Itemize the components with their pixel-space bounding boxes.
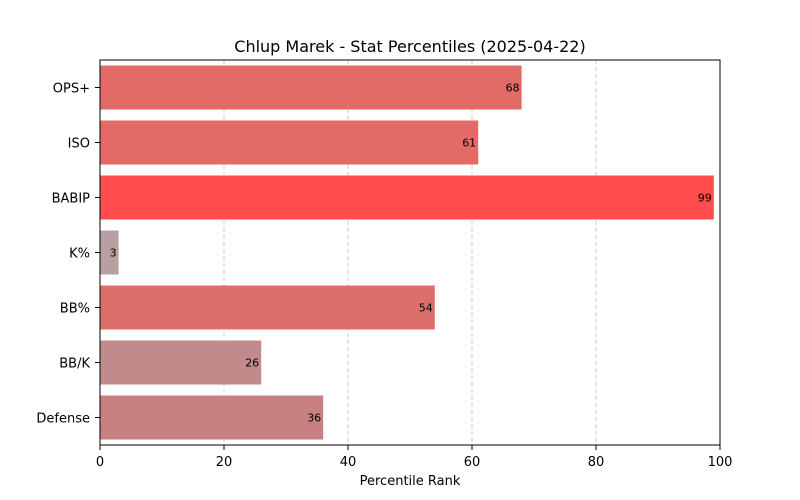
grid-lines [223,60,597,445]
x-tick-label: 80 [588,455,605,470]
bar-value-label: 61 [462,137,476,150]
bar [100,230,119,275]
x-tick-label: 100 [708,455,733,470]
y-tick-label: Defense [36,412,90,427]
bar-value-label: 99 [698,192,712,205]
bar-value-label: 36 [307,412,321,425]
x-axis-label: Percentile Rank [360,474,461,489]
x-tick-label: 20 [216,455,233,470]
y-tick-label: BB/K [59,357,90,372]
bar [100,65,522,110]
x-axis-ticks: 0 20 40 60 80 100 [96,445,733,470]
bar [100,120,479,165]
x-tick-label: 0 [96,455,104,470]
bar [100,175,714,220]
bar [100,395,324,440]
y-tick-label: BB% [60,302,90,317]
plot-frame [99,59,721,446]
y-axis-ticks: OPS+ ISO BABIP K% BB% BB/K Defense [36,82,100,427]
y-tick-label: OPS+ [53,82,90,97]
bar-value-label: 68 [506,82,520,95]
y-tick-label: BABIP [52,192,91,207]
x-tick-label: 40 [340,455,357,470]
bar-value-label: 3 [110,247,117,260]
bar [100,285,435,330]
bars: 68 61 99 3 54 26 36 [100,65,714,440]
x-tick-label: 60 [464,455,481,470]
y-tick-label: K% [69,247,90,262]
chart-title: Chlup Marek - Stat Percentiles (2025-04-… [234,37,585,56]
bar-value-label: 54 [419,302,433,315]
y-tick-label: ISO [68,137,90,152]
bar-value-label: 26 [245,357,259,370]
bar [100,340,262,385]
